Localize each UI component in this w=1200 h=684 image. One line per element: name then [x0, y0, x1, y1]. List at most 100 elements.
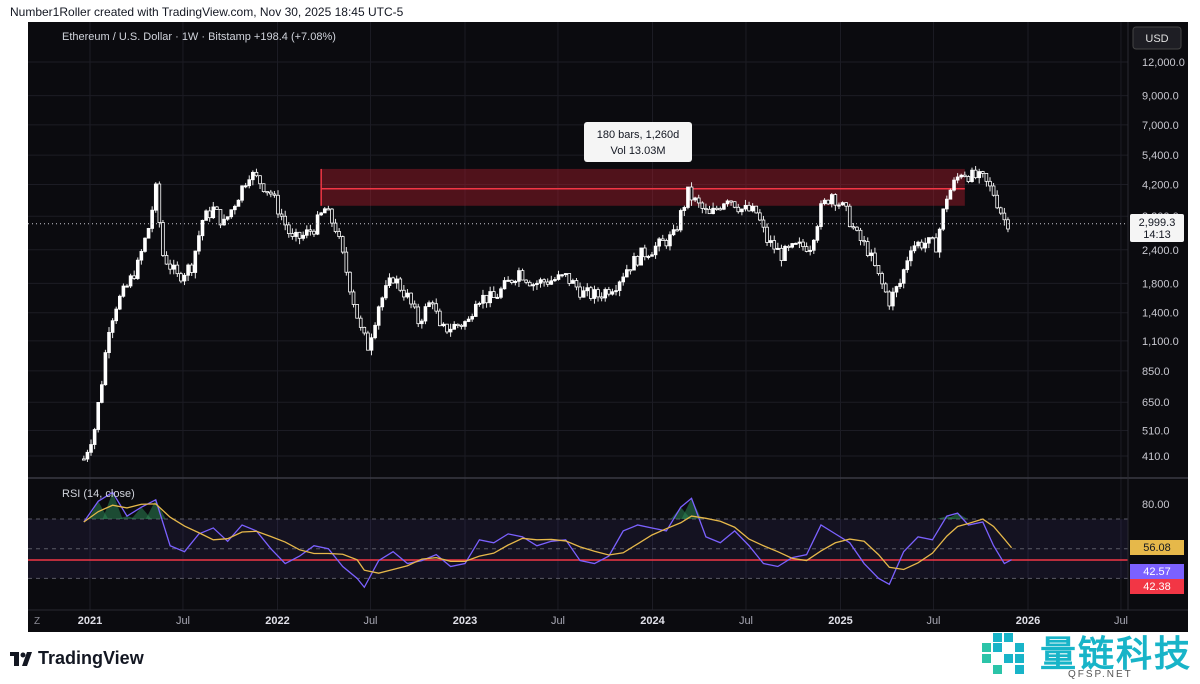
time-tick-label: 2021	[78, 615, 102, 627]
candle-body	[686, 186, 690, 208]
price-tick-label: 1,400.0	[1142, 308, 1179, 320]
candle-body	[171, 264, 176, 270]
time-tick-label: Jul	[926, 615, 940, 627]
candle-body	[398, 278, 403, 291]
price-chart[interactable]: 12,000.09,000.07,000.05,400.04,200.03,20…	[28, 22, 1188, 632]
candle-body	[625, 269, 629, 278]
candle-body	[409, 292, 413, 305]
candle-body	[189, 264, 194, 273]
candle-body	[783, 245, 787, 261]
candle-body	[340, 236, 345, 253]
candle-body	[736, 206, 741, 213]
candle-body	[639, 247, 643, 266]
candle-body	[711, 207, 715, 215]
price-tick-label: 850.0	[1142, 366, 1170, 378]
candle-body	[887, 291, 892, 307]
candle-body	[700, 202, 705, 209]
candle-body	[747, 204, 751, 212]
candle-body	[204, 210, 208, 221]
time-tick-label: 2024	[640, 615, 665, 627]
rsi-legend[interactable]: RSI (14, close)	[62, 488, 135, 500]
candle-body	[941, 208, 946, 230]
candle-body	[297, 231, 302, 239]
rsi-moving-average	[83, 503, 1013, 574]
price-tick-label: 9,000.0	[1142, 91, 1179, 103]
candle-body	[233, 205, 237, 211]
candle-body	[786, 245, 791, 248]
currency-button[interactable]	[1132, 26, 1182, 50]
candle-body	[891, 291, 895, 307]
candle-body	[973, 169, 978, 179]
candle-body	[258, 175, 262, 185]
candle-body	[229, 209, 234, 218]
candle-body	[826, 199, 830, 205]
candle-body	[750, 205, 755, 212]
candle-body	[499, 288, 503, 298]
site-watermark: 量链科技 QFSP.NET	[980, 625, 1195, 683]
price-tick-label: 510.0	[1142, 426, 1170, 438]
candle-body	[696, 197, 701, 204]
tradingview-logo[interactable]: TradingView	[10, 648, 144, 669]
rsi-overbought-fill	[681, 498, 702, 520]
candle-body	[513, 280, 518, 283]
candle-body	[438, 310, 442, 327]
time-tick-label: Jul	[363, 615, 377, 627]
candle-body	[909, 250, 913, 262]
candle-body	[847, 205, 852, 228]
candle-body	[434, 303, 439, 312]
candle-body	[182, 274, 187, 282]
candle-body	[445, 323, 449, 333]
candle-body	[520, 270, 525, 281]
candle-body	[265, 191, 270, 194]
candle-body	[211, 206, 216, 219]
candle-body	[107, 331, 111, 353]
candle-body	[563, 273, 568, 276]
candle-body	[369, 337, 374, 351]
candle-body	[326, 208, 331, 211]
last-price-value: 2,999.3	[1139, 217, 1176, 229]
candle-body	[617, 281, 622, 291]
candle-body	[923, 242, 928, 249]
candle-body	[477, 302, 482, 305]
candle-body	[315, 214, 320, 235]
candle-body	[358, 317, 363, 328]
rsi-value-badge: 42.57	[1130, 564, 1184, 579]
candle-body	[819, 203, 823, 227]
candle-body	[585, 287, 590, 292]
candle-body	[153, 183, 158, 211]
candle-body	[894, 286, 899, 293]
candle-body	[491, 291, 496, 299]
candle-body	[128, 275, 133, 287]
currency-label: USD	[1145, 33, 1168, 45]
candle-body	[362, 326, 367, 334]
candle-body	[387, 277, 392, 286]
candle-body	[725, 200, 730, 205]
candle-body	[456, 323, 460, 326]
candle-body	[481, 294, 485, 304]
candle-body	[797, 241, 802, 244]
last-price-label: 2,999.3 14:13	[1130, 214, 1184, 242]
candle-body	[995, 194, 999, 209]
candle-body	[589, 287, 593, 299]
candle-body	[553, 279, 557, 282]
candle-body	[470, 316, 474, 320]
candle-body	[114, 308, 118, 322]
candle-body	[146, 228, 151, 239]
symbol-legend[interactable]: Ethereum / U.S. Dollar · 1W · Bitstamp +…	[62, 31, 336, 43]
candle-body	[704, 208, 708, 211]
candle-body	[243, 185, 248, 188]
candle-body	[110, 320, 115, 333]
resistance-zone	[320, 168, 965, 206]
timezone-corner-label: Z	[34, 616, 40, 627]
candle-body	[592, 289, 597, 299]
time-tick-label: 2025	[828, 615, 852, 627]
candle-body	[743, 204, 748, 210]
candle-body	[412, 303, 417, 308]
candle-body	[542, 279, 546, 283]
rsi-pane: 80.00	[28, 491, 1170, 589]
candle-body	[653, 245, 658, 256]
candle-body	[844, 202, 848, 207]
candle-body	[980, 171, 985, 174]
candle-body	[373, 324, 377, 339]
candle-body	[858, 229, 863, 241]
